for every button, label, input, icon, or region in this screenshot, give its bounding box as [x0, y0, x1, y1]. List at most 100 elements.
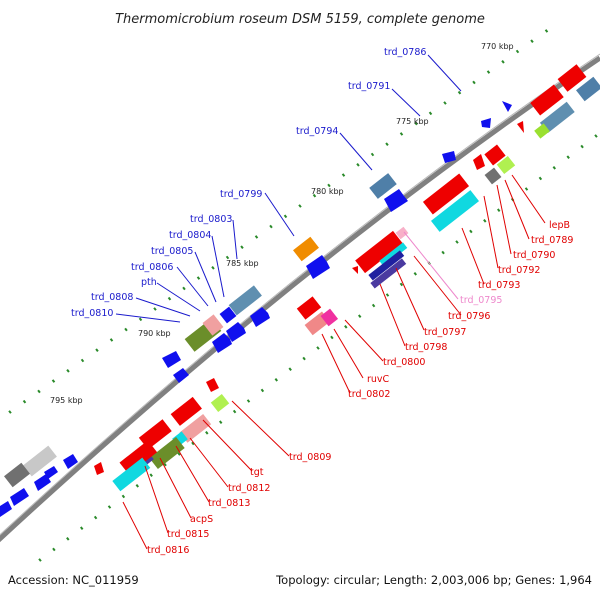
- tick-mark: [566, 155, 570, 159]
- gene-block-red[interactable]: [484, 144, 506, 166]
- gene-block-red[interactable]: [296, 296, 322, 320]
- forward-gene-labels: trd_0786 trd_0791 trd_0794 trd_0799 trd_…: [71, 47, 426, 319]
- gene-block-slateblue[interactable]: [370, 258, 407, 289]
- gene-block-steelblue[interactable]: [228, 285, 262, 316]
- gene-label-trd-0813[interactable]: trd_0813: [208, 498, 250, 509]
- gene-block-magenta[interactable]: [320, 308, 339, 327]
- gene-label-trd-0799[interactable]: trd_0799: [220, 189, 262, 200]
- tick-mark: [51, 379, 56, 383]
- gene-block-red[interactable]: [170, 396, 202, 426]
- gene-label-trd-0791[interactable]: trd_0791: [348, 81, 390, 92]
- tick-mark: [594, 134, 598, 138]
- gene-label-trd-0790[interactable]: trd_0790: [513, 250, 555, 261]
- gene-label-trd-0804[interactable]: trd_0804: [169, 230, 211, 241]
- gene-block-olive[interactable]: [149, 437, 185, 469]
- gene-block-steelblue[interactable]: [576, 76, 600, 102]
- gene-label-trd-0815[interactable]: trd_0815: [167, 529, 209, 540]
- tick-mark: [246, 399, 251, 403]
- tick-mark: [288, 367, 292, 371]
- gene-label-trd-0810[interactable]: trd_0810: [71, 308, 113, 319]
- gene-block-dimgray[interactable]: [484, 167, 502, 185]
- tick-mark: [302, 356, 306, 361]
- gene-block-gray[interactable]: [23, 445, 57, 477]
- gene-label-trd-0786[interactable]: trd_0786: [384, 47, 426, 58]
- reverse-strand-genes: [94, 64, 600, 492]
- tick-mark: [269, 224, 273, 229]
- tick-mark: [472, 80, 476, 85]
- gene-block-pink[interactable]: [395, 226, 409, 240]
- tick-mark: [371, 303, 376, 308]
- tick-mark: [22, 399, 27, 404]
- gene-block-blue[interactable]: [481, 118, 491, 128]
- gene-block-red[interactable]: [355, 230, 403, 274]
- gene-block-red[interactable]: [530, 84, 564, 116]
- gene-label-trd-0802[interactable]: trd_0802: [348, 389, 390, 400]
- gene-label-trd-0809[interactable]: trd_0809: [289, 452, 331, 463]
- gene-block-red[interactable]: [422, 173, 470, 215]
- gene-block-lime[interactable]: [496, 155, 516, 175]
- tick-mark: [135, 484, 140, 488]
- gene-label-trd-0812[interactable]: trd_0812: [228, 483, 270, 494]
- gene-block-lime[interactable]: [534, 123, 550, 139]
- gene-block-red[interactable]: [352, 266, 358, 274]
- gene-label-trd-0789[interactable]: trd_0789: [531, 235, 573, 246]
- tick-mark: [455, 240, 459, 244]
- gene-block-blue[interactable]: [34, 474, 51, 491]
- gene-label-trd-0803[interactable]: trd_0803: [190, 214, 232, 225]
- gene-block-blue[interactable]: [63, 454, 78, 469]
- tick-mark: [316, 346, 320, 350]
- gene-label-trd-0798[interactable]: trd_0798: [405, 342, 447, 353]
- gene-block-salmon[interactable]: [179, 414, 212, 443]
- gene-block-red[interactable]: [473, 154, 485, 170]
- gene-label-trd-0797[interactable]: trd_0797: [424, 327, 466, 338]
- gene-block-navy[interactable]: [368, 250, 405, 281]
- tick-mark: [496, 208, 501, 212]
- gene-block-blue[interactable]: [306, 255, 330, 279]
- tick-mark: [124, 327, 128, 332]
- gene-block-red[interactable]: [119, 440, 158, 475]
- gene-block-red[interactable]: [94, 462, 104, 475]
- gene-block-pink[interactable]: [202, 314, 224, 336]
- gene-block-red[interactable]: [206, 378, 219, 392]
- gene-block-blue[interactable]: [442, 151, 456, 163]
- gene-block-steelblue[interactable]: [369, 173, 397, 199]
- gene-label-trd-0794[interactable]: trd_0794: [296, 126, 338, 137]
- gene-block-blue[interactable]: [173, 368, 189, 383]
- gene-label-trd-0806[interactable]: trd_0806: [131, 262, 173, 273]
- gene-label-trd-0792[interactable]: trd_0792: [498, 265, 540, 276]
- gene-block-cyan[interactable]: [430, 190, 480, 232]
- gene-block-blue[interactable]: [0, 501, 12, 517]
- gene-label-lepB[interactable]: lepB: [549, 220, 570, 231]
- gene-label-ruvC[interactable]: ruvC: [367, 374, 390, 385]
- gene-label-acpS[interactable]: acpS: [190, 514, 213, 525]
- gene-label-pth[interactable]: pth: [141, 277, 157, 288]
- gene-block-cyan[interactable]: [379, 242, 408, 267]
- gene-label-trd-0805[interactable]: trd_0805: [151, 246, 193, 257]
- tick-mark: [8, 410, 12, 414]
- tick-mark: [501, 60, 505, 64]
- gene-block-blue[interactable]: [502, 101, 512, 112]
- gene-label-trd-0793[interactable]: trd_0793: [478, 280, 520, 291]
- gene-label-trd-0796[interactable]: trd_0796: [448, 311, 490, 322]
- gene-block-lime[interactable]: [210, 393, 230, 413]
- gene-block-blue[interactable]: [226, 322, 246, 342]
- gene-block-orange[interactable]: [293, 236, 319, 262]
- gene-block-blue[interactable]: [162, 351, 181, 368]
- gene-label-tgt[interactable]: tgt: [250, 467, 264, 478]
- gene-label-trd-0800[interactable]: trd_0800: [383, 357, 425, 368]
- gene-block-dimgray[interactable]: [4, 462, 30, 488]
- gene-block-red[interactable]: [517, 121, 524, 133]
- gene-block-blue[interactable]: [384, 189, 408, 212]
- gene-block-blue[interactable]: [212, 333, 232, 353]
- gene-block-steelblue[interactable]: [539, 101, 575, 133]
- gene-block-blue[interactable]: [250, 307, 270, 327]
- gene-block-blue-small[interactable]: [219, 306, 237, 324]
- gene-label-trd-0795[interactable]: trd_0795: [460, 295, 502, 306]
- gene-block-blue[interactable]: [44, 466, 58, 479]
- gene-label-trd-0808[interactable]: trd_0808: [91, 292, 133, 303]
- gene-block-blue[interactable]: [10, 488, 29, 506]
- gene-block-red[interactable]: [557, 64, 587, 92]
- gene-label-trd-0816[interactable]: trd_0816: [147, 545, 189, 556]
- gene-block-cyan[interactable]: [112, 457, 151, 492]
- tick-mark: [66, 369, 70, 373]
